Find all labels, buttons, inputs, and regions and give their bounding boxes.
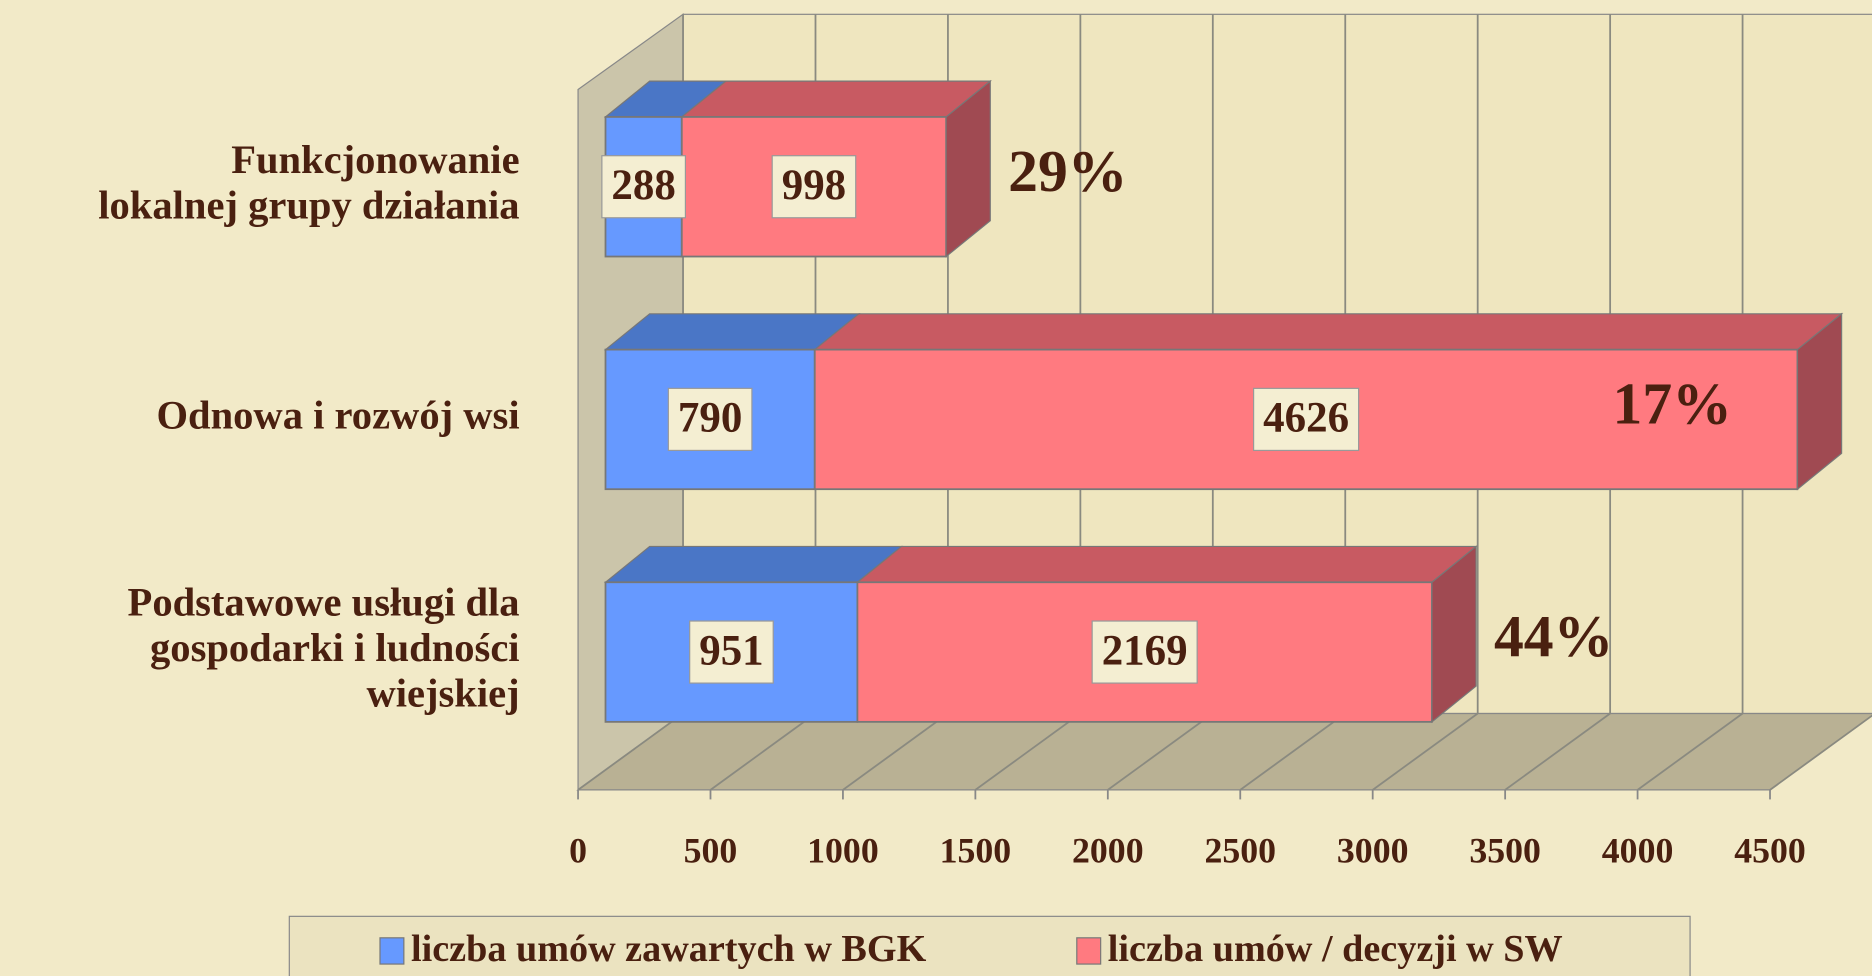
x-tick-label: 4000	[1602, 831, 1674, 871]
floor-grid-line	[1637, 712, 1744, 791]
legend-label: liczba umów zawartych w BGK	[411, 928, 927, 970]
floor-grid-line	[842, 712, 949, 791]
legend-swatch	[379, 937, 405, 965]
x-tick-label: 3000	[1337, 831, 1409, 871]
value-label: 288	[611, 162, 675, 209]
bar-side	[1431, 545, 1477, 724]
floor	[576, 712, 1872, 791]
value-label-box	[1253, 387, 1360, 452]
bar-top	[680, 80, 992, 118]
legend-label: liczba umów / decyzji w SW	[1108, 928, 1563, 970]
value-label: 790	[678, 395, 742, 442]
floor-grid-line	[1504, 712, 1611, 791]
x-tick-label: 0	[569, 831, 587, 871]
x-tick-label: 1500	[940, 831, 1012, 871]
x-tick-label: 2000	[1072, 831, 1144, 871]
legend-swatch	[1076, 937, 1102, 965]
x-tick-label: 3500	[1469, 831, 1541, 871]
annotation: 44%	[1494, 603, 1613, 669]
value-label-box	[1091, 620, 1198, 684]
bar-top	[813, 313, 1844, 351]
category-label: Funkcjonowanie lokalnej grupy działania	[98, 137, 519, 227]
floor-grid-line	[1239, 712, 1346, 791]
bar-top	[855, 545, 1478, 583]
annotation: 29%	[1008, 138, 1127, 204]
floor-grid-line	[1769, 714, 1872, 791]
annotation: 17%	[1613, 371, 1732, 437]
floor-grid-line	[1107, 712, 1214, 791]
category-label: Podstawowe usługi dla gospodarki i ludnoś…	[128, 580, 520, 716]
x-tick-label: 2500	[1204, 831, 1276, 871]
floor-grid-line	[1372, 712, 1479, 791]
floor-grid-line	[577, 712, 684, 791]
bar-side	[945, 79, 991, 258]
value-label: 951	[699, 627, 763, 674]
category-label: Odnowa i rozwój wsi	[157, 393, 520, 438]
value-label: 998	[782, 162, 846, 209]
floor-grid-line	[974, 712, 1081, 791]
floor-grid-line	[709, 712, 817, 791]
value-label-box	[771, 155, 857, 219]
value-label: 4626	[1263, 395, 1349, 442]
legend	[288, 915, 1691, 976]
value-label-box	[667, 387, 753, 452]
x-tick-label: 4500	[1734, 831, 1806, 871]
value-label: 2169	[1102, 627, 1188, 674]
x-tick-label: 1000	[807, 831, 879, 871]
x-tick-label: 500	[684, 831, 738, 871]
bar-top	[603, 545, 904, 583]
value-label-box	[601, 155, 686, 219]
value-label-box	[689, 620, 774, 684]
bar-side	[1796, 312, 1843, 491]
